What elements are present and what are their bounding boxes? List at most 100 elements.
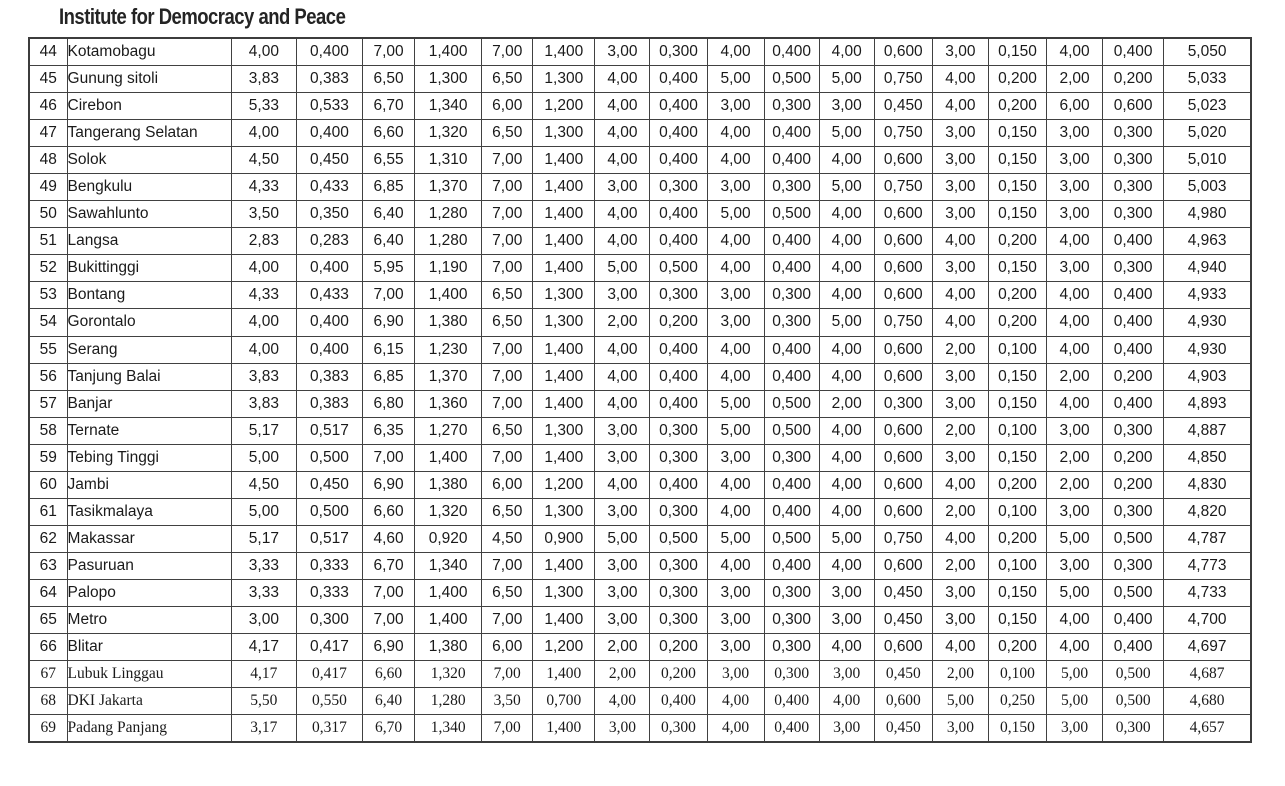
score-cell: 5,17 (230, 416, 297, 445)
score-cell: 2,00 (931, 497, 989, 526)
weighted-score-cell: 1,370 (414, 362, 483, 391)
score-cell: 2,00 (931, 660, 989, 689)
weighted-score-cell: 0,100 (987, 551, 1048, 580)
score-cell: 4,00 (1046, 605, 1104, 635)
weighted-score-cell: 1,400 (532, 227, 596, 256)
score-cell: 3,33 (230, 551, 297, 580)
score-cell: 6,60 (361, 119, 416, 148)
weighted-score-cell: 0,750 (873, 308, 933, 337)
score-cell: 4,50 (230, 146, 297, 175)
weighted-score-cell: 0,450 (873, 578, 933, 607)
weighted-score-cell: 0,300 (1102, 714, 1165, 743)
weighted-score-cell: 0,400 (295, 254, 364, 283)
total-score: 4,697 (1163, 633, 1252, 662)
table-row: 49 Bengkulu 4,33 0,433 6,85 1,370 7,00 1,400 3,0… (28, 173, 1252, 202)
weighted-score-cell: 0,283 (295, 227, 364, 256)
score-cell: 3,00 (706, 92, 765, 121)
score-cell: 5,17 (230, 524, 297, 553)
weighted-score-cell: 0,500 (295, 443, 364, 472)
row-number: 54 (28, 308, 68, 337)
weighted-score-cell: 0,200 (987, 470, 1048, 499)
table-row: 53 Bontang 4,33 0,433 7,00 1,400 6,50 1,300 3,00… (28, 281, 1252, 310)
weighted-score-cell: 0,150 (987, 605, 1048, 635)
score-cell: 4,00 (1046, 633, 1104, 662)
total-score: 4,850 (1163, 443, 1252, 472)
weighted-score-cell: 0,400 (763, 497, 820, 526)
weighted-score-cell: 0,500 (763, 389, 820, 418)
score-cell: 2,00 (818, 389, 875, 418)
table-row: 57 Banjar 3,83 0,383 6,80 1,360 7,00 1,400 4,00 0… (28, 389, 1252, 418)
city-name: Tebing Tinggi (66, 443, 232, 472)
table-row: 54 Gorontalo 4,00 0,400 6,90 1,380 6,50 1,300 2,… (28, 308, 1252, 337)
weighted-score-cell: 0,333 (295, 578, 364, 607)
score-cell: 5,00 (818, 65, 875, 94)
total-score: 5,010 (1163, 146, 1252, 175)
weighted-score-cell: 0,150 (987, 578, 1048, 607)
weighted-score-cell: 0,450 (873, 92, 933, 121)
page-title: Institute for Democracy and Peace (59, 4, 346, 29)
weighted-score-cell: 1,300 (532, 65, 596, 94)
score-cell: 5,00 (706, 524, 765, 553)
weighted-score-cell: 0,400 (1102, 605, 1165, 635)
score-cell: 3,00 (818, 578, 875, 607)
city-name: Tanjung Balai (66, 362, 232, 391)
score-cell: 3,00 (1046, 119, 1104, 148)
weighted-score-cell: 0,400 (649, 119, 708, 148)
weighted-score-cell: 0,300 (1102, 254, 1165, 283)
score-cell: 7,00 (481, 714, 534, 743)
weighted-score-cell: 1,400 (414, 605, 483, 635)
weighted-score-cell: 0,300 (649, 578, 708, 607)
weighted-score-cell: 0,300 (763, 605, 820, 635)
weighted-score-cell: 0,300 (649, 416, 708, 445)
weighted-score-cell: 0,300 (763, 92, 820, 121)
score-cell: 2,83 (230, 227, 297, 256)
weighted-score-cell: 0,300 (763, 633, 820, 662)
score-cell: 5,00 (706, 200, 765, 229)
score-cell: 4,00 (230, 308, 297, 337)
score-cell: 6,50 (481, 497, 534, 526)
score-cell: 4,00 (818, 227, 875, 256)
score-cell: 4,00 (594, 362, 651, 391)
city-name: Tangerang Selatan (66, 119, 232, 148)
city-name: Serang (66, 335, 232, 364)
weighted-score-cell: 0,100 (987, 660, 1048, 689)
weighted-score-cell: 0,433 (295, 281, 364, 310)
score-cell: 3,00 (931, 146, 989, 175)
weighted-score-cell: 0,400 (1102, 389, 1165, 418)
weighted-score-cell: 0,500 (1102, 524, 1165, 553)
score-cell: 4,00 (818, 254, 875, 283)
table-row: 50 Sawahlunto 3,50 0,350 6,40 1,280 7,00 1,400 4… (28, 200, 1252, 229)
city-name: Lubuk Linggau (66, 660, 232, 689)
city-name: Padang Panjang (66, 714, 232, 743)
weighted-score-cell: 0,920 (414, 524, 483, 553)
weighted-score-cell: 0,450 (873, 714, 933, 743)
weighted-score-cell: 1,400 (532, 362, 596, 391)
weighted-score-cell: 0,400 (295, 37, 364, 67)
score-cell: 3,00 (706, 605, 765, 635)
weighted-score-cell: 0,600 (873, 687, 933, 716)
score-cell: 3,00 (1046, 200, 1104, 229)
weighted-score-cell: 0,200 (649, 308, 708, 337)
score-cell: 4,00 (706, 714, 765, 743)
total-score: 5,003 (1163, 173, 1252, 202)
table-body: 44 Kotamobagu 4,00 0,400 7,00 1,400 7,00 1,400 3… (28, 37, 1252, 743)
weighted-score-cell: 1,400 (414, 578, 483, 607)
weighted-score-cell: 0,300 (763, 660, 820, 689)
weighted-score-cell: 0,600 (873, 443, 933, 472)
weighted-score-cell: 1,400 (532, 335, 596, 364)
weighted-score-cell: 1,400 (532, 660, 596, 689)
row-number: 50 (28, 200, 68, 229)
weighted-score-cell: 1,310 (414, 146, 483, 175)
total-score: 4,980 (1163, 200, 1252, 229)
weighted-score-cell: 1,280 (414, 687, 483, 716)
weighted-score-cell: 1,320 (414, 497, 483, 526)
weighted-score-cell: 0,300 (1102, 146, 1165, 175)
weighted-score-cell: 0,200 (987, 524, 1048, 553)
score-cell: 7,00 (481, 660, 534, 689)
score-cell: 3,00 (706, 660, 765, 689)
score-cell: 4,00 (594, 227, 651, 256)
score-cell: 6,50 (481, 308, 534, 337)
weighted-score-cell: 0,600 (873, 633, 933, 662)
score-cell: 7,00 (361, 281, 416, 310)
score-cell: 3,00 (931, 714, 989, 743)
